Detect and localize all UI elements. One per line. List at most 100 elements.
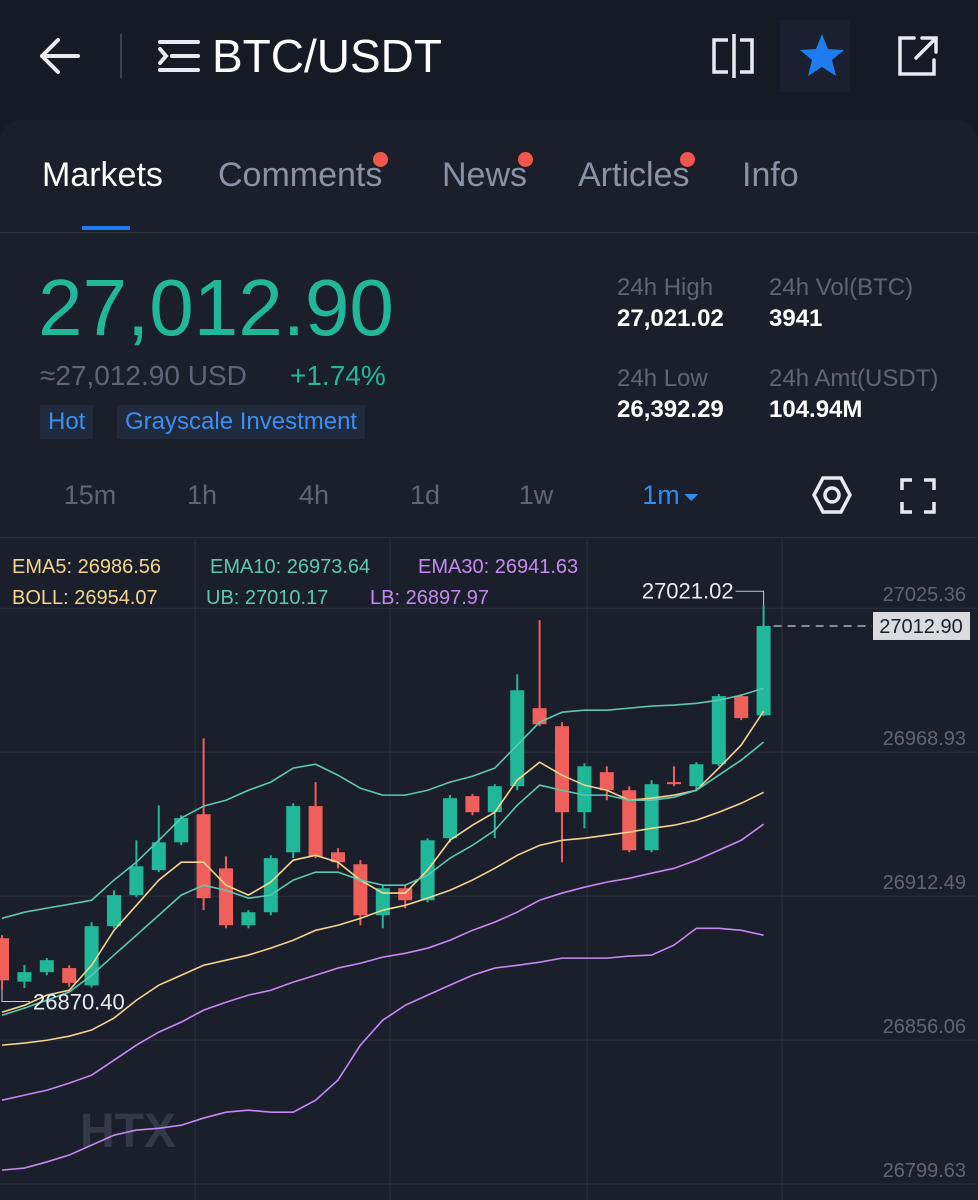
legend-entry: BOLL: 26954.07: [12, 587, 158, 609]
high-label: 27021.02: [642, 578, 734, 603]
stat-value: 104.94M: [769, 396, 863, 423]
tag[interactable]: Grayscale Investment: [117, 405, 366, 439]
candle-body: [129, 866, 144, 896]
candle-body: [241, 912, 256, 926]
candle-body: [667, 782, 681, 785]
unread-dot: [373, 152, 389, 167]
y-tick-label: 26968.93: [883, 728, 966, 750]
usd-price: ≈27,012.90 USD: [40, 360, 247, 391]
share-icon[interactable]: [898, 36, 938, 76]
last-price: 27,012.90: [38, 263, 394, 352]
candle-body: [219, 868, 233, 926]
low-label: 26870.40: [33, 990, 125, 1015]
candle-body: [711, 696, 726, 765]
timeframe[interactable]: 1m: [642, 480, 698, 511]
indicator-line: [1, 741, 765, 1017]
candle-body: [599, 772, 614, 791]
y-tick-label: 26856.06: [883, 1016, 966, 1038]
legend-entry: LB: 26897.97: [370, 587, 489, 609]
market-card: [0, 120, 978, 1200]
high-pointer: [735, 590, 765, 606]
chart-tools: [812, 476, 936, 514]
candle-body: [331, 852, 345, 863]
stat-label: 24h Vol(BTC): [769, 274, 914, 301]
separator: [0, 232, 978, 233]
indicator-line: [1, 687, 764, 920]
separator: [0, 537, 978, 538]
legend-entry: EMA10: 26973.64: [210, 556, 370, 578]
candle-body: [39, 960, 54, 973]
top-bar: BTC/USDT: [40, 20, 938, 92]
candle-body: [398, 888, 413, 901]
tab[interactable]: Articles: [578, 152, 696, 195]
indicator-line: [1, 710, 765, 1013]
low-pointer: [1, 989, 30, 1003]
timeframe[interactable]: 4h: [298, 480, 330, 510]
candle-body: [555, 726, 569, 813]
candle-body: [263, 858, 278, 913]
tag[interactable]: Hot: [40, 405, 94, 439]
indicator-line: [1, 791, 764, 1046]
timeframe[interactable]: 1w: [518, 480, 554, 510]
candle-body: [174, 818, 189, 843]
y-tick-label: 26912.49: [883, 872, 966, 894]
candle-body: [84, 926, 99, 986]
stat-value: 26,392.29: [617, 396, 724, 423]
tab[interactable]: Markets: [42, 156, 163, 194]
last-price-label: 27012.90: [879, 616, 962, 638]
candle-body: [577, 766, 592, 813]
candle-body: [151, 842, 166, 871]
indicator-line: [1, 823, 765, 1101]
legend-entry: EMA5: 26986.56: [12, 556, 161, 578]
stat-value: 27,021.02: [617, 305, 724, 332]
back-button[interactable]: [40, 38, 80, 74]
candle-body: [107, 895, 121, 927]
tab-indicator: [82, 226, 130, 230]
candle-body: [286, 806, 301, 853]
candle-body: [465, 796, 480, 813]
compare-icon[interactable]: [712, 34, 754, 78]
timeframe[interactable]: 15m: [63, 480, 117, 510]
candle-body: [196, 814, 211, 899]
candle-body: [510, 690, 525, 787]
timeframe[interactable]: 1h: [186, 480, 218, 510]
stat-label: 24h Amt(USDT): [769, 365, 939, 392]
change: +1.74%: [290, 360, 386, 391]
tab[interactable]: Comments: [218, 152, 389, 195]
stat-value: 3941: [769, 305, 823, 332]
tab[interactable]: News: [442, 152, 534, 195]
pair-title: BTC/USDT: [212, 30, 442, 82]
tab[interactable]: Info: [742, 156, 799, 194]
vertical-grid: [194, 537, 783, 1200]
y-tick-label: 27025.36: [883, 584, 966, 606]
unread-dot: [518, 152, 534, 167]
candle-body: [689, 764, 704, 787]
stat-label: 24h Low: [617, 365, 708, 392]
candle-body: [17, 972, 32, 982]
fullscreen-icon[interactable]: [900, 478, 936, 514]
legend-entry: UB: 27010.17: [206, 587, 328, 609]
candle-body: [443, 798, 457, 839]
y-tick-label: 26799.63: [883, 1160, 966, 1182]
candle-body: [0, 938, 9, 981]
timeframe[interactable]: 1d: [409, 480, 441, 510]
candle-body: [353, 864, 368, 916]
candle-body: [308, 806, 323, 857]
last-price-box: [873, 611, 970, 640]
legend-entry: EMA30: 26941.63: [418, 556, 578, 578]
dropdown-caret: [683, 493, 698, 501]
candle-body: [644, 784, 659, 851]
unread-dot: [680, 152, 696, 167]
chart: HTX 26799.6326856.0626912.4926968.932702…: [0, 537, 978, 1200]
candle-body: [734, 696, 749, 719]
candle-body: [622, 790, 637, 851]
menu-icon[interactable]: [158, 40, 200, 72]
candle-body: [62, 968, 77, 983]
candle-body: [487, 786, 502, 813]
indicator-line: [1, 927, 764, 1171]
favorite-star[interactable]: [800, 34, 844, 76]
stat-label: 24h High: [617, 274, 714, 301]
settings-icon[interactable]: [812, 476, 852, 514]
candle-body: [375, 888, 390, 916]
